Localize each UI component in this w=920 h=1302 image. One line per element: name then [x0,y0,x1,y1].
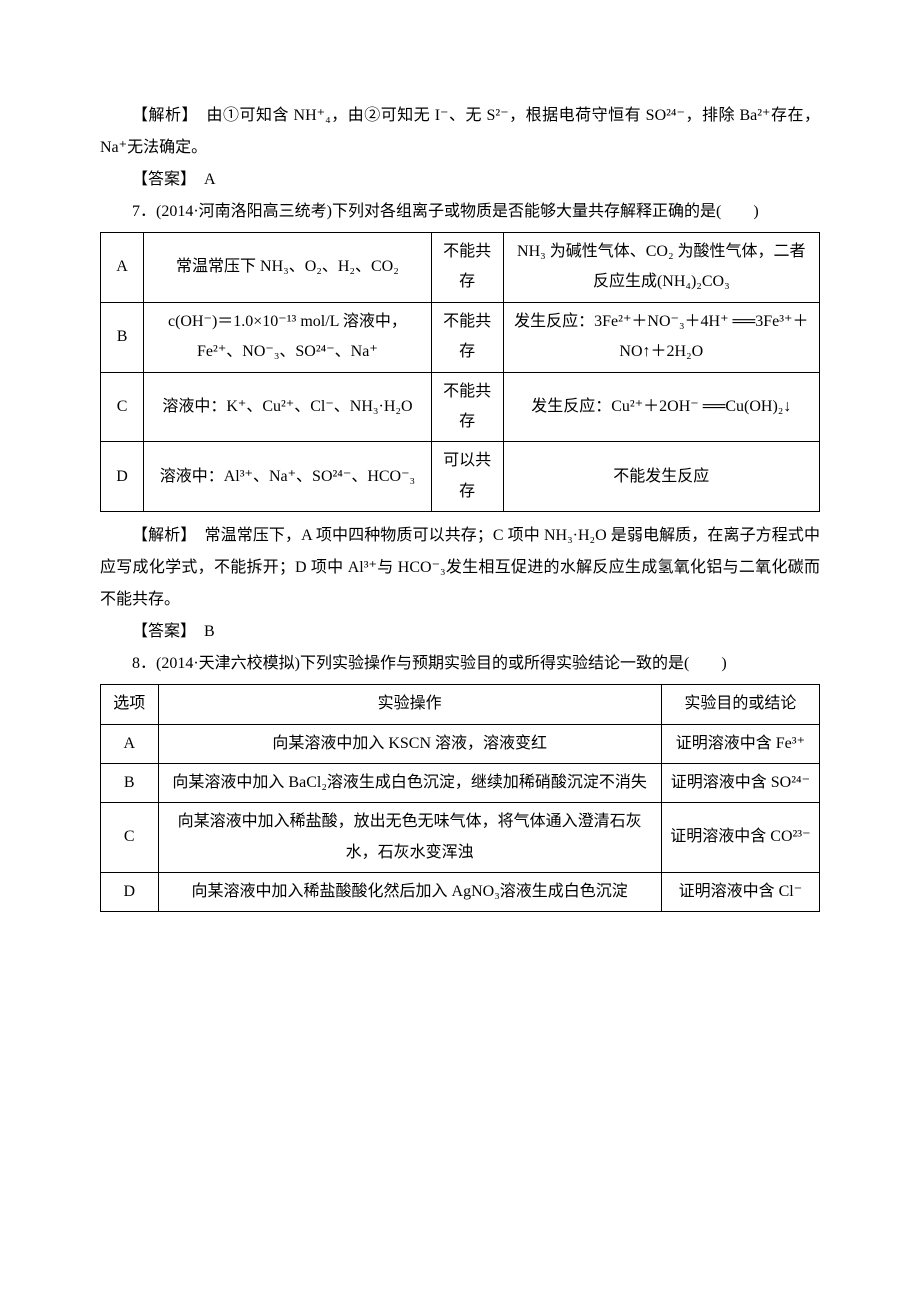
header-cell: 实验目的或结论 [661,685,819,724]
table-q8: 选项 实验操作 实验目的或结论 A 向某溶液中加入 KSCN 溶液，溶液变红 证… [100,684,820,912]
table-row: C 向某溶液中加入稀盐酸，放出无色无味气体，将气体通入澄清石灰水，石灰水变浑浊 … [101,803,820,873]
cell-state: 可以共存 [431,442,503,512]
cell-key: C [101,803,159,873]
answer-2-label: 【答案】 [132,623,204,640]
cell-op: 向某溶液中加入 BaCl₂溶液生成白色沉淀，继续加稀硝酸沉淀不消失 [158,763,661,802]
cell-reason: 不能发生反应 [503,442,819,512]
cell-key: A [101,724,159,763]
cell-key: A [101,233,144,303]
cell-res: 证明溶液中含 SO²⁴⁻ [661,763,819,802]
cell-cond: 常温常压下 NH₃、O₂、H₂、CO₂ [144,233,432,303]
cell-key: D [101,873,159,912]
question-7-num: 7． [132,203,156,220]
analysis-1-label: 【解析】 [132,107,207,124]
question-8-source: (2014·天津六校模拟) [156,655,300,672]
cell-cond: 溶液中：Al³⁺、Na⁺、SO²⁴⁻、HCO⁻₃ [144,442,432,512]
cell-op: 向某溶液中加入稀盐酸，放出无色无味气体，将气体通入澄清石灰水，石灰水变浑浊 [158,803,661,873]
table-row: C 溶液中：K⁺、Cu²⁺、Cl⁻、NH₃·H₂O 不能共存 发生反应：Cu²⁺… [101,372,820,442]
cell-res: 证明溶液中含 Cl⁻ [661,873,819,912]
table-row: D 溶液中：Al³⁺、Na⁺、SO²⁴⁻、HCO⁻₃ 可以共存 不能发生反应 [101,442,820,512]
analysis-1-text: 由①可知含 NH⁺₄，由②可知无 I⁻、无 S²⁻，根据电荷守恒有 SO²⁴⁻，… [100,107,820,156]
cell-res: 证明溶液中含 Fe³⁺ [661,724,819,763]
cell-state: 不能共存 [431,372,503,442]
cell-cond: c(OH⁻)＝1.0×10⁻¹³ mol/L 溶液中，Fe²⁺、NO⁻₃、SO²… [144,302,432,372]
cell-state: 不能共存 [431,302,503,372]
cell-op: 向某溶液中加入 KSCN 溶液，溶液变红 [158,724,661,763]
answer-1-text: A [204,171,216,188]
question-8-text: 下列实验操作与预期实验目的或所得实验结论一致的是( ) [300,655,727,672]
table-row: D 向某溶液中加入稀盐酸酸化然后加入 AgNO₃溶液生成白色沉淀 证明溶液中含 … [101,873,820,912]
answer-1: 【答案】 A [100,164,820,196]
question-7-source: (2014·河南洛阳高三统考) [156,203,332,220]
cell-res: 证明溶液中含 CO²³⁻ [661,803,819,873]
question-8-stem: 8．(2014·天津六校模拟)下列实验操作与预期实验目的或所得实验结论一致的是(… [100,648,820,680]
cell-cond: 溶液中：K⁺、Cu²⁺、Cl⁻、NH₃·H₂O [144,372,432,442]
cell-op: 向某溶液中加入稀盐酸酸化然后加入 AgNO₃溶液生成白色沉淀 [158,873,661,912]
cell-state: 不能共存 [431,233,503,303]
cell-reason: NH₃ 为碱性气体、CO₂ 为酸性气体，二者反应生成(NH₄)₂CO₃ [503,233,819,303]
cell-key: C [101,372,144,442]
analysis-2: 【解析】 常温常压下，A 项中四种物质可以共存；C 项中 NH₃·H₂O 是弱电… [100,520,820,616]
table-row: A 向某溶液中加入 KSCN 溶液，溶液变红 证明溶液中含 Fe³⁺ [101,724,820,763]
analysis-2-label: 【解析】 [132,527,205,544]
header-cell: 实验操作 [158,685,661,724]
answer-2: 【答案】 B [100,616,820,648]
question-7-stem: 7．(2014·河南洛阳高三统考)下列对各组离子或物质是否能够大量共存解释正确的… [100,196,820,228]
answer-1-label: 【答案】 [132,171,204,188]
header-cell: 选项 [101,685,159,724]
analysis-1: 【解析】 由①可知含 NH⁺₄，由②可知无 I⁻、无 S²⁻，根据电荷守恒有 S… [100,100,820,164]
answer-2-text: B [204,623,215,640]
table-row: B c(OH⁻)＝1.0×10⁻¹³ mol/L 溶液中，Fe²⁺、NO⁻₃、S… [101,302,820,372]
cell-reason: 发生反应：Cu²⁺＋2OH⁻ ══Cu(OH)₂↓ [503,372,819,442]
analysis-2-text: 常温常压下，A 项中四种物质可以共存；C 项中 NH₃·H₂O 是弱电解质，在离… [100,527,820,608]
cell-key: D [101,442,144,512]
cell-key: B [101,302,144,372]
page: 【解析】 由①可知含 NH⁺₄，由②可知无 I⁻、无 S²⁻，根据电荷守恒有 S… [0,0,920,1302]
table-q7: A 常温常压下 NH₃、O₂、H₂、CO₂ 不能共存 NH₃ 为碱性气体、CO₂… [100,232,820,512]
table-row: A 常温常压下 NH₃、O₂、H₂、CO₂ 不能共存 NH₃ 为碱性气体、CO₂… [101,233,820,303]
question-8-num: 8． [132,655,156,672]
table-row: B 向某溶液中加入 BaCl₂溶液生成白色沉淀，继续加稀硝酸沉淀不消失 证明溶液… [101,763,820,802]
cell-key: B [101,763,159,802]
cell-reason: 发生反应：3Fe²⁺＋NO⁻₃＋4H⁺ ══3Fe³⁺＋NO↑＋2H₂O [503,302,819,372]
question-7-text: 下列对各组离子或物质是否能够大量共存解释正确的是( ) [332,203,759,220]
table-header-row: 选项 实验操作 实验目的或结论 [101,685,820,724]
